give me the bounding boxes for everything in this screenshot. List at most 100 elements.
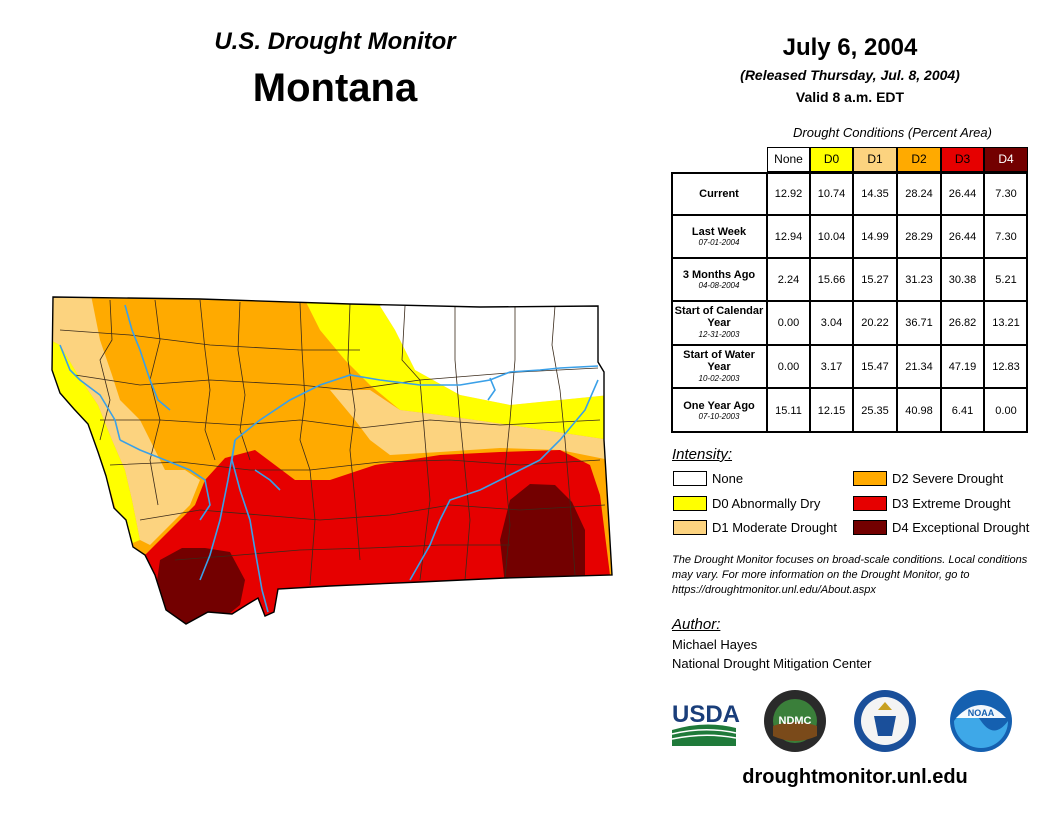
table-cell: 14.35 xyxy=(853,172,897,215)
row-label: Start of Calendar Year 12-31-2003 xyxy=(671,301,767,345)
legend-swatch-d1 xyxy=(673,520,707,535)
table-cell: 26.44 xyxy=(941,172,984,215)
table-cell: 31.23 xyxy=(897,258,941,301)
row-label: One Year Ago 07-10-2003 xyxy=(671,388,767,433)
author-org: National Drought Mitigation Center xyxy=(672,656,872,671)
table-cell: 47.19 xyxy=(941,345,984,388)
ndmc-logo-text: NDMC xyxy=(779,715,812,727)
row-label: Start of Water Year 10-02-2003 xyxy=(671,345,767,388)
column-header-d4: D4 xyxy=(984,147,1028,172)
legend-label-d2: D2 Severe Drought xyxy=(892,471,1004,486)
release-date: (Released Thursday, Jul. 8, 2004) xyxy=(740,67,960,83)
row-label-text: Start of Calendar Year xyxy=(674,305,764,329)
table-cell: 26.82 xyxy=(941,301,984,345)
row-date: 04-08-2004 xyxy=(698,281,740,290)
legend-swatch-d2 xyxy=(853,471,887,486)
legend-label-none: None xyxy=(712,471,744,486)
table-cell: 7.30 xyxy=(984,215,1028,258)
noaa-logo-text: NOAA xyxy=(968,708,995,718)
row-date: 07-10-2003 xyxy=(698,412,740,421)
table-cell: 12.92 xyxy=(767,172,810,215)
legend-title: Intensity: xyxy=(672,446,733,463)
montana-drought-map xyxy=(51,296,613,625)
table-cell: 30.38 xyxy=(941,258,984,301)
row-label-text: 3 Months Ago xyxy=(682,269,756,281)
table-cell: 25.35 xyxy=(853,388,897,433)
row-label-text: Start of Water Year xyxy=(683,348,755,373)
state-name: Montana xyxy=(252,66,418,110)
table-cell: 2.24 xyxy=(767,258,810,301)
county-boundaries xyxy=(59,299,606,586)
legend-label-d1: D1 Moderate Drought xyxy=(712,520,838,535)
map-date: July 6, 2004 xyxy=(782,34,918,61)
table-cell: 20.22 xyxy=(853,301,897,345)
montana-state-outline xyxy=(51,296,613,625)
table-cell: 7.30 xyxy=(984,172,1028,215)
column-header-d0: D0 xyxy=(810,147,853,172)
table-cell: 28.29 xyxy=(897,215,941,258)
row-label-text: Current xyxy=(699,187,739,200)
usda-logo: USDA xyxy=(671,701,740,746)
noaa-logo: NOAA xyxy=(950,690,1012,752)
table-cell: 5.21 xyxy=(984,258,1028,301)
region-d4-southeast xyxy=(500,484,585,585)
table-cell: 26.44 xyxy=(941,215,984,258)
author-title: Author: xyxy=(672,616,721,633)
row-date: 07-01-2004 xyxy=(698,238,740,247)
table-cell: 15.47 xyxy=(853,345,897,388)
region-none-northeast xyxy=(370,297,610,405)
region-d0-northeast xyxy=(300,297,610,440)
legend-label-d3: D3 Extreme Drought xyxy=(892,496,1011,511)
table-cell: 12.15 xyxy=(810,388,853,433)
table-cell: 12.94 xyxy=(767,215,810,258)
website-url: droughtmonitor.unl.edu xyxy=(742,766,968,788)
table-cell: 15.27 xyxy=(853,258,897,301)
column-header-d1: D1 xyxy=(853,147,897,172)
table-cell: 12.83 xyxy=(984,345,1028,388)
usda-logo-text: USDA xyxy=(672,701,740,728)
legend-label-d4: D4 Exceptional Drought xyxy=(892,520,1030,535)
column-header-d3: D3 xyxy=(941,147,984,172)
valid-time: Valid 8 a.m. EDT xyxy=(795,89,905,105)
table-title: Drought Conditions (Percent Area) xyxy=(793,125,992,140)
row-label: Last Week 07-01-2004 xyxy=(671,215,767,258)
table-cell: 6.41 xyxy=(941,388,984,433)
legend-label-d0: D0 Abnormally Dry xyxy=(712,496,821,511)
table-cell: 14.99 xyxy=(853,215,897,258)
table-cell: 3.04 xyxy=(810,301,853,345)
table-cell: 21.34 xyxy=(897,345,941,388)
rivers xyxy=(59,304,599,613)
ndmc-logo: NDMC xyxy=(764,690,826,752)
table-cell: 40.98 xyxy=(897,388,941,433)
row-label: Current xyxy=(671,172,767,215)
column-header-none: None xyxy=(767,147,810,172)
disclaimer-note: The Drought Monitor focuses on broad-sca… xyxy=(672,554,1028,596)
table-cell: 28.24 xyxy=(897,172,941,215)
row-label-text: One Year Ago xyxy=(683,400,755,412)
map-title: U.S. Drought Monitor xyxy=(214,28,456,55)
region-d1-east xyxy=(330,390,610,460)
table-cell: 0.00 xyxy=(984,388,1028,433)
region-d1-west xyxy=(52,297,200,545)
author-name: Michael Hayes xyxy=(672,637,758,652)
row-label-text: Last Week xyxy=(691,226,747,238)
legend-swatch-d0 xyxy=(673,496,707,511)
table-cell: 10.74 xyxy=(810,172,853,215)
row-date: 10-02-2003 xyxy=(698,373,740,383)
legend-swatch-d3 xyxy=(853,496,887,511)
table-cell: 15.66 xyxy=(810,258,853,301)
row-label: 3 Months Ago 04-08-2004 xyxy=(671,258,767,301)
row-date: 12-31-2003 xyxy=(698,330,740,339)
legend-swatch-none xyxy=(673,471,707,486)
column-header-d2: D2 xyxy=(897,147,941,172)
legend-swatch-d4 xyxy=(853,520,887,535)
table-cell: 15.11 xyxy=(767,388,810,433)
region-d0-west xyxy=(52,335,140,545)
table-cell: 10.04 xyxy=(810,215,853,258)
table-cell: 0.00 xyxy=(767,345,810,388)
table-cell: 36.71 xyxy=(897,301,941,345)
table-cell: 3.17 xyxy=(810,345,853,388)
table-cell: 13.21 xyxy=(984,301,1028,345)
table-cell: 0.00 xyxy=(767,301,810,345)
commerce-seal xyxy=(854,690,916,752)
